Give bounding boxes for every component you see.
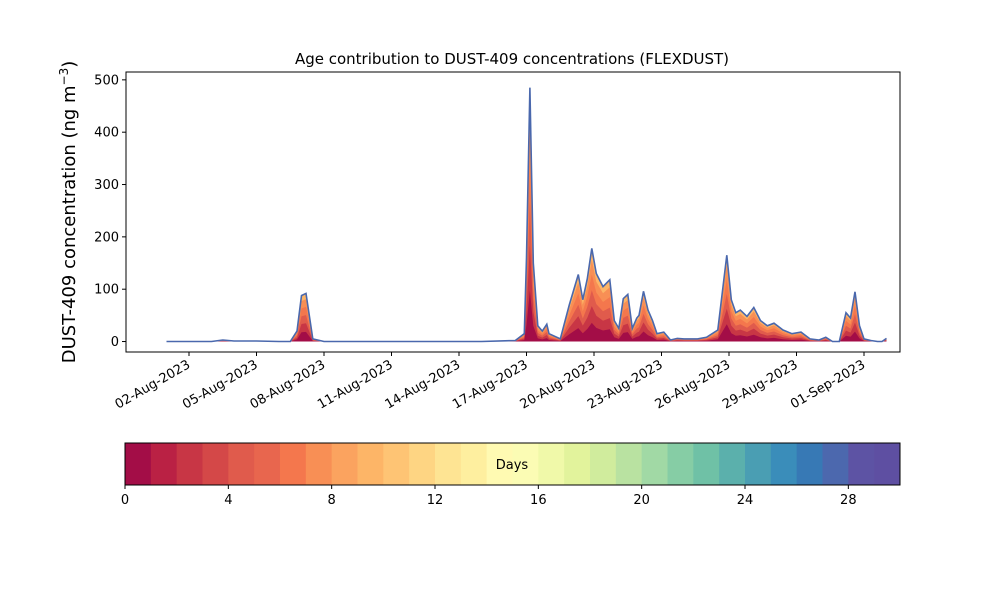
colorbar-cell [176,443,203,485]
x-tick-label: 20-Aug-2023 [518,357,598,412]
colorbar-cell [770,443,798,485]
colorbar-cell [228,443,255,485]
colorbar-tick-label: 4 [224,493,232,508]
y-tick-label: 500 [94,73,119,88]
x-tick-label: 14-Aug-2023 [383,357,463,412]
y-tick-label: 300 [94,178,119,193]
age-layers [166,87,887,342]
colorbar-cell [538,443,565,485]
colorbar-cell [486,443,513,485]
colorbar-cell [745,443,772,485]
chart-title: Age contribution to DUST-409 concentrati… [295,50,729,68]
colorbar-cell [874,443,901,485]
colorbar-cell [460,443,488,485]
x-tick-label: 23-Aug-2023 [585,357,665,412]
colorbar-tick-label: 8 [328,493,336,508]
colorbar-cell [667,443,694,485]
y-axis-label: DUST-409 concentration (ng m−3) [57,61,80,364]
colorbar-tick-label: 12 [427,493,444,508]
colorbar: Days 0 4 8 12 16 20 24 28 [121,442,901,508]
y-tick-label: 200 [94,230,119,245]
x-tick-label: 01-Sep-2023 [788,357,868,412]
y-axis-label-exponent: −3 [57,68,71,86]
colorbar-tick-label: 20 [633,493,650,508]
x-tick-label: 02-Aug-2023 [113,357,193,412]
y-tick-label: 400 [94,126,119,141]
plot-area [125,71,901,353]
age-layer-area [166,245,887,342]
colorbar-cell [848,443,875,485]
x-tick-label: 11-Aug-2023 [315,357,395,412]
colorbar-cell [693,443,720,485]
x-tick-label: 17-Aug-2023 [450,357,530,412]
colorbar-tick-label: 16 [530,493,547,508]
y-tick-label: 100 [94,283,119,298]
y-axis: 0 100 200 300 400 500 [94,73,126,350]
colorbar-cell [615,443,643,485]
colorbar-cell [357,443,384,485]
y-axis-label-main: DUST-409 concentration (ng m [59,85,80,363]
x-tick-label: 26-Aug-2023 [653,357,733,412]
colorbar-cell [150,443,178,485]
colorbar-label: Days [496,458,529,473]
colorbar-cell [254,443,281,485]
colorbar-cell [125,443,152,485]
plot-frame-bg [126,72,900,352]
x-tick-label: 29-Aug-2023 [720,357,800,412]
colorbar-cell [512,443,539,485]
y-tick-label: 0 [111,335,119,350]
colorbar-cell [280,443,307,485]
colorbar-cell [590,443,617,485]
colorbar-cell [641,443,668,485]
colorbar-cell [383,443,410,485]
colorbar-cell [796,443,823,485]
colorbar-tick-label: 0 [121,493,129,508]
colorbar-cell [305,443,333,485]
x-tick-label: 05-Aug-2023 [180,357,260,412]
colorbar-cell [822,443,849,485]
total-concentration-line [166,87,887,343]
colorbar-ticks: 0 4 8 12 16 20 24 28 [121,485,857,508]
colorbar-tick-label: 28 [840,493,857,508]
colorbar-cell [435,443,462,485]
age-layer-area [166,290,887,342]
plot-frame [125,71,901,353]
colorbar-tick-label: 24 [737,493,754,508]
colorbar-cell [409,443,436,485]
y-axis-label-close: ) [59,61,80,68]
colorbar-frame [124,442,901,486]
colorbar-cell [331,443,358,485]
colorbar-cell [719,443,746,485]
colorbar-cell [564,443,591,485]
x-tick-label: 08-Aug-2023 [248,357,328,412]
colorbar-cell [202,443,229,485]
colorbar-cells [125,443,901,485]
x-axis: 02-Aug-202305-Aug-202308-Aug-202311-Aug-… [113,352,868,413]
